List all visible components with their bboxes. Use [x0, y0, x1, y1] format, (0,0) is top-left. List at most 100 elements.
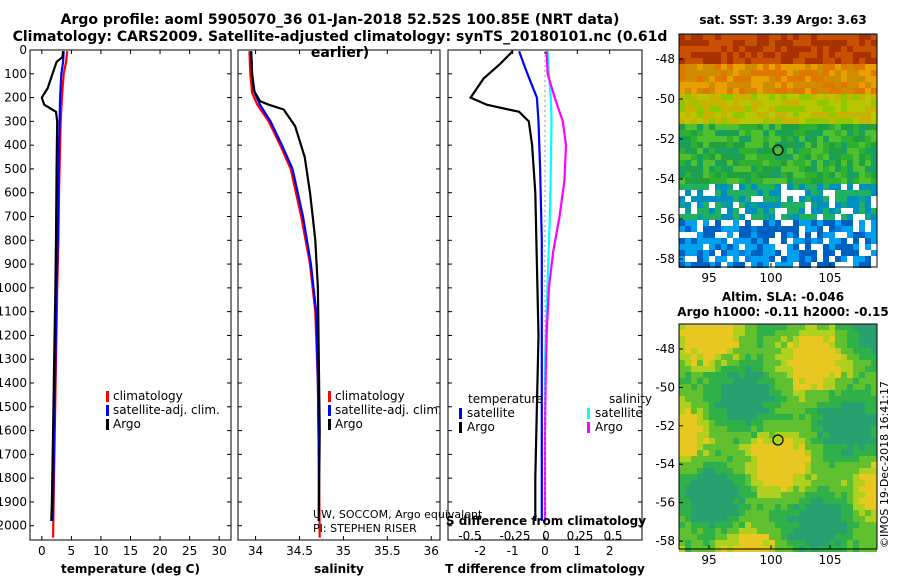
- sla-map-cell: [829, 540, 835, 546]
- sst-map-cell: [793, 238, 799, 244]
- sla-map-cell: [835, 468, 841, 474]
- sst-map-cell: [787, 76, 793, 82]
- sla-map-cell: [817, 420, 823, 426]
- sla-map-cell: [685, 366, 691, 372]
- sla-map-cell: [763, 342, 769, 348]
- sst-map-cell: [769, 70, 775, 76]
- sst-map-cell: [853, 214, 859, 220]
- sst-map-cell: [787, 190, 793, 196]
- sla-map-cell: [685, 384, 691, 390]
- sst-map-cell: [793, 148, 799, 154]
- sla-map-cell: [781, 528, 787, 534]
- sst-map-cell: [739, 94, 745, 100]
- sst-map-cell: [835, 118, 841, 124]
- sla-map-cell: [775, 354, 781, 360]
- salinity-xtick-label: 36: [424, 544, 439, 558]
- sst-map-cell: [829, 172, 835, 178]
- sst-map-cell: [745, 172, 751, 178]
- sst-map-cell: [847, 226, 853, 232]
- sla-map-cell: [763, 348, 769, 354]
- depth-tick-label: 2000: [0, 519, 27, 533]
- sst-map-cell: [859, 64, 865, 70]
- sla-map-cell: [757, 462, 763, 468]
- sst-map-cell: [835, 166, 841, 172]
- sst-map-cell: [763, 244, 769, 250]
- sla-map-cell: [805, 420, 811, 426]
- sst-map-cell: [763, 142, 769, 148]
- sst-map-cell: [757, 166, 763, 172]
- sst-map-cell: [739, 244, 745, 250]
- sst-map-cell: [817, 142, 823, 148]
- sst-map-cell: [697, 124, 703, 130]
- sla-map-cell: [859, 474, 865, 480]
- sst-map-cell: [781, 88, 787, 94]
- sla-map-cell: [841, 342, 847, 348]
- sst-map-cell: [847, 256, 853, 262]
- sla-map-cell: [799, 396, 805, 402]
- sst-map-cell: [859, 238, 865, 244]
- sst-map-cell: [793, 112, 799, 118]
- sla-map-cell: [823, 366, 829, 372]
- sla-map-cell: [817, 378, 823, 384]
- sla-map-cell: [811, 378, 817, 384]
- sst-map-cell: [823, 190, 829, 196]
- sst-map-cell: [817, 70, 823, 76]
- sla-map-cell: [823, 330, 829, 336]
- depth-tick-label: 1600: [0, 424, 27, 438]
- sst-map-cell: [829, 154, 835, 160]
- sla-map-ytick-label: -50: [655, 380, 675, 394]
- sst-map: [679, 34, 877, 268]
- sst-map-cell: [751, 88, 757, 94]
- sst-map-cell: [835, 40, 841, 46]
- sla-map-cell: [745, 360, 751, 366]
- sla-map-cell: [835, 378, 841, 384]
- sla-map-cell: [733, 342, 739, 348]
- sla-map-cell: [805, 492, 811, 498]
- sst-map-cell: [811, 202, 817, 208]
- sst-map-cell: [847, 40, 853, 46]
- sla-map-cell: [745, 468, 751, 474]
- sla-map-cell: [679, 348, 685, 354]
- sla-map-cell: [745, 474, 751, 480]
- sst-map-cell: [853, 250, 859, 256]
- sla-map-cell: [871, 450, 877, 456]
- sla-map-cell: [757, 438, 763, 444]
- sla-map-cell: [745, 480, 751, 486]
- sla-map-cell: [835, 504, 841, 510]
- sst-map-cell: [817, 34, 823, 40]
- sst-map-cell: [751, 124, 757, 130]
- sst-map-cell: [811, 124, 817, 130]
- sst-map-cell: [805, 178, 811, 184]
- sla-map-cell: [841, 354, 847, 360]
- sst-map-cell: [835, 148, 841, 154]
- sst-map-cell: [721, 256, 727, 262]
- sla-map-cell: [817, 366, 823, 372]
- sst-map-cell: [799, 70, 805, 76]
- sst-map-cell: [817, 100, 823, 106]
- sla-map-cell: [835, 486, 841, 492]
- sla-map-cell: [835, 516, 841, 522]
- sst-map-cell: [853, 64, 859, 70]
- sst-map-cell: [835, 136, 841, 142]
- sst-map-cell: [787, 112, 793, 118]
- sla-map-cell: [841, 420, 847, 426]
- sla-map-cell: [811, 468, 817, 474]
- sla-map-cell: [829, 402, 835, 408]
- sla-map-cell: [757, 540, 763, 546]
- sla-map-cell: [691, 510, 697, 516]
- sla-map-cell: [697, 360, 703, 366]
- sla-map-cell: [871, 444, 877, 450]
- difference-legend-swatch: [587, 408, 590, 419]
- sst-map-cell: [829, 46, 835, 52]
- sst-map-cell: [697, 76, 703, 82]
- sst-map-cell: [751, 172, 757, 178]
- sst-map-cell: [859, 106, 865, 112]
- sst-map-cell: [763, 196, 769, 202]
- sla-map-cell: [781, 336, 787, 342]
- sla-map-cell: [769, 504, 775, 510]
- sst-map-cell: [685, 214, 691, 220]
- sla-map-cell: [871, 336, 877, 342]
- sla-map-cell: [721, 360, 727, 366]
- sst-map-cell: [703, 88, 709, 94]
- sla-map-cell: [763, 462, 769, 468]
